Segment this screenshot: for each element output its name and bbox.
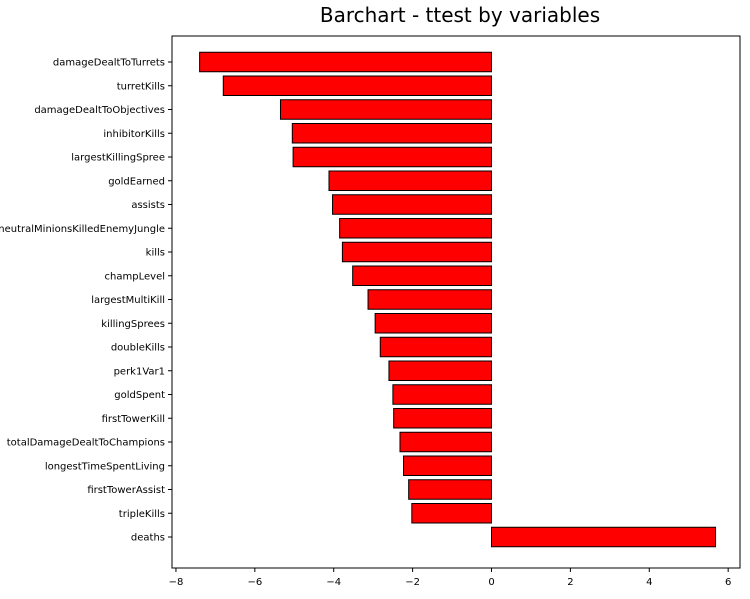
bar-longestTimeSpentLiving: [403, 455, 492, 476]
x-tick-label: −4: [326, 577, 341, 588]
bar-inhibitorKills: [291, 123, 492, 144]
y-tick-label: perk1Var1: [114, 366, 165, 377]
bar-goldEarned: [328, 170, 492, 191]
y-tick-label: champLevel: [105, 271, 165, 282]
bar-champLevel: [352, 265, 492, 286]
y-tick-label: assists: [131, 200, 165, 211]
y-tick-label: tripleKills: [119, 509, 165, 520]
y-tick-label: inhibitorKills: [103, 129, 165, 140]
bar-tripleKills: [411, 503, 493, 524]
bar-deaths: [491, 526, 717, 548]
y-tick-label: goldEarned: [108, 176, 165, 187]
chart-title: Barchart - ttest by variables: [320, 3, 600, 27]
bar-largestKillingSpree: [292, 146, 492, 168]
y-tick-label: deaths: [131, 533, 165, 544]
y-tick-label: damageDealtToObjectives: [34, 105, 165, 116]
bar-kills: [341, 241, 492, 263]
x-tick-label: −6: [247, 577, 262, 588]
bar-largestMultiKill: [367, 289, 492, 310]
bar-firstTowerAssist: [408, 479, 492, 500]
y-tick-label: doubleKills: [111, 343, 165, 354]
y-tick-label: neutralMinionsKilledEnemyJungle: [0, 224, 165, 235]
y-tick-label: damageDealtToTurrets: [53, 58, 165, 69]
bar-killingSprees: [374, 313, 492, 334]
plot-area-frame: [171, 35, 741, 569]
bar-doubleKills: [379, 336, 492, 358]
bar-goldSpent: [392, 384, 492, 405]
x-tick-label: 6: [725, 577, 731, 588]
x-axis: −8 −6 −4 −2 0 2 4 6: [169, 568, 731, 588]
bar-totalDamageDealtToChampions: [399, 431, 492, 453]
y-tick-label: goldSpent: [114, 390, 165, 401]
y-tick-label: turretKills: [117, 81, 165, 92]
y-tick-label: longestTimeSpentLiving: [45, 461, 165, 472]
x-tick-label: 2: [567, 577, 573, 588]
y-tick-label: largestMultiKill: [91, 295, 165, 306]
y-tick-label: totalDamageDealtToChampions: [7, 438, 165, 449]
bar-turretKills: [222, 75, 492, 96]
bar-firstTowerKill: [393, 408, 492, 429]
x-tick-label: 0: [488, 577, 494, 588]
x-tick-label: −8: [169, 577, 184, 588]
bar-damageDealtToObjectives: [279, 99, 492, 120]
y-axis: damageDealtToTurrets turretKills damageDea…: [0, 58, 172, 544]
x-tick-label: −2: [405, 577, 420, 588]
x-tick-label: 4: [646, 577, 652, 588]
y-tick-label: firstTowerAssist: [87, 485, 165, 496]
y-tick-label: largestKillingSpree: [71, 153, 165, 164]
bars-layer: [199, 51, 717, 548]
bar-perk1Var1: [388, 360, 493, 381]
y-tick-label: firstTowerKill: [102, 414, 165, 425]
y-tick-label: killingSprees: [101, 319, 165, 330]
bar-assists: [332, 194, 492, 215]
y-tick-label: kills: [146, 248, 165, 259]
bar-neutralMinionsKilledEnemyJungle: [339, 218, 492, 239]
bar-damageDealtToTurrets: [199, 51, 492, 73]
